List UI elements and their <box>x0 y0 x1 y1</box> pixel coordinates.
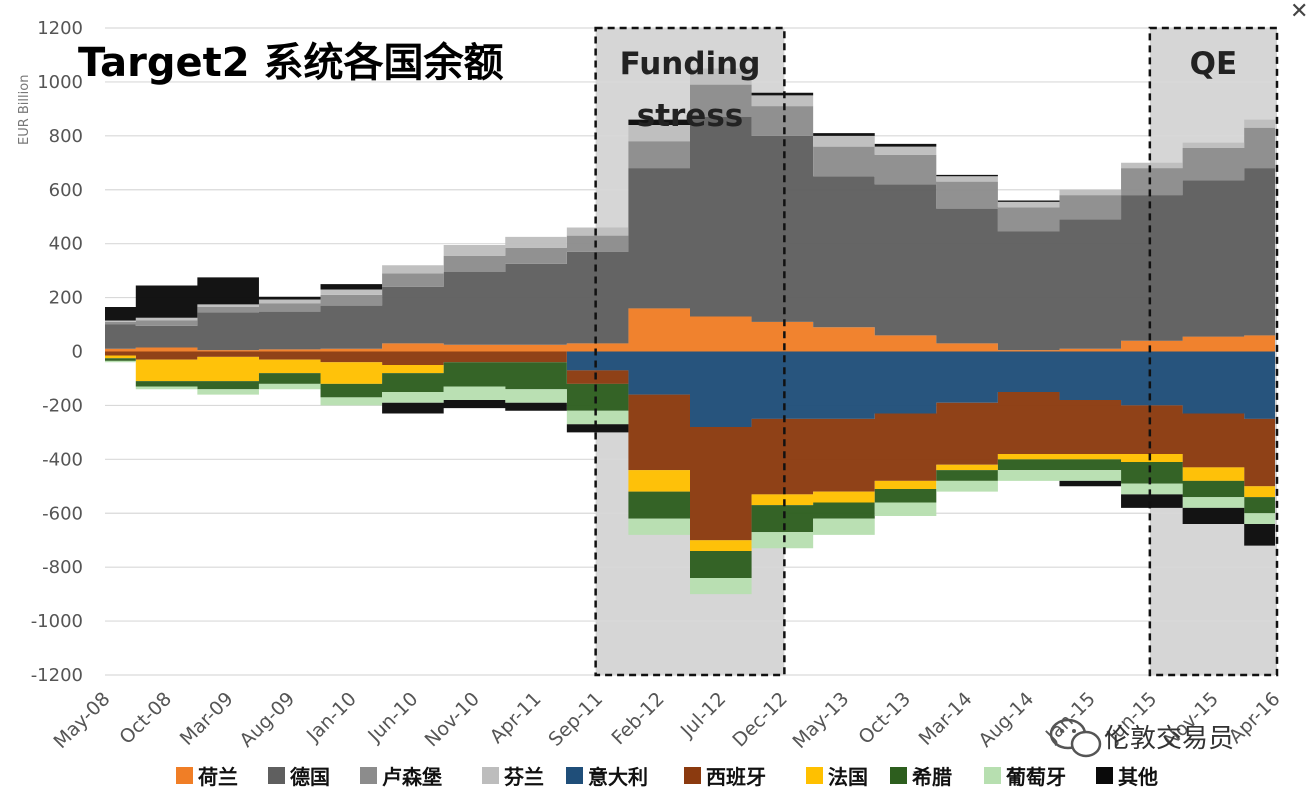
series-area-6 <box>105 227 1275 551</box>
series-area-8 <box>105 360 1275 595</box>
legend-label-1: 德国 <box>290 765 330 789</box>
legend-label-7: 希腊 <box>912 765 952 789</box>
legend-swatch-7 <box>890 767 907 784</box>
annotation-label-0-1: stress <box>637 98 744 134</box>
y-tick-label-10: -800 <box>42 557 83 578</box>
y-tick-label-9: -600 <box>42 503 83 524</box>
annotation-borders: Funding stress QE <box>594 26 1279 677</box>
series-area-1 <box>105 116 1275 351</box>
annotation-border-1 <box>1148 26 1279 677</box>
y-tick-label-5: 200 <box>49 288 83 309</box>
legend: 荷兰 德国 卢森堡 芬兰 意大利 西班牙 法国 希腊 葡萄牙 其他 <box>176 765 1158 789</box>
annotation-border-0 <box>594 26 786 677</box>
watermark-text: 伦敦交易员 <box>1104 724 1234 754</box>
legend-label-8: 葡萄牙 <box>1005 765 1066 789</box>
y-axis-label: EUR Billion <box>17 75 32 145</box>
y-tick-label-0: 1200 <box>37 18 83 39</box>
legend-swatch-9 <box>1096 767 1113 784</box>
series-area-0 <box>105 308 1275 352</box>
y-tick-label-4: 400 <box>49 234 83 255</box>
legend-label-3: 芬兰 <box>504 765 544 789</box>
legend-swatch-6 <box>806 767 823 784</box>
legend-swatch-3 <box>482 767 499 784</box>
series-area-5 <box>105 351 1275 541</box>
legend-label-0: 荷兰 <box>198 765 238 789</box>
series-area-7 <box>105 358 1275 578</box>
y-tick-label-11: -1000 <box>31 611 83 632</box>
watermark: 伦敦交易员 <box>1049 718 1234 758</box>
series-area-9 <box>105 68 1275 546</box>
y-tick-label-3: 600 <box>49 180 83 201</box>
wechat-icon <box>1049 718 1102 758</box>
legend-swatch-4 <box>566 767 583 784</box>
y-tick-label-2: 800 <box>49 126 83 147</box>
y-tick-label-12: -1200 <box>31 665 83 686</box>
y-tick-label-6: 0 <box>72 342 83 363</box>
legend-swatch-0 <box>176 767 193 784</box>
close-icon[interactable]: ✕ <box>1290 0 1308 24</box>
legend-swatch-5 <box>684 767 701 784</box>
legend-label-4: 意大利 <box>588 765 648 789</box>
legend-label-2: 卢森堡 <box>382 765 442 789</box>
legend-label-6: 法国 <box>828 765 868 789</box>
legend-label-9: 其他 <box>1118 765 1158 789</box>
legend-swatch-2 <box>360 767 377 784</box>
chart-title: Target2 系统各国余额 <box>78 40 504 86</box>
legend-label-5: 西班牙 <box>706 765 766 789</box>
annotation-label-1-0: QE <box>1190 46 1238 82</box>
series-area-4 <box>105 236 1275 427</box>
legend-swatch-1 <box>268 767 285 784</box>
annotation-label-0-0: Funding <box>620 46 761 82</box>
y-tick-label-8: -400 <box>42 449 83 470</box>
legend-swatch-8 <box>984 767 1001 784</box>
y-tick-label-7: -200 <box>42 395 83 416</box>
series-areas <box>105 68 1275 595</box>
y-tick-label-1: 1000 <box>37 72 83 93</box>
